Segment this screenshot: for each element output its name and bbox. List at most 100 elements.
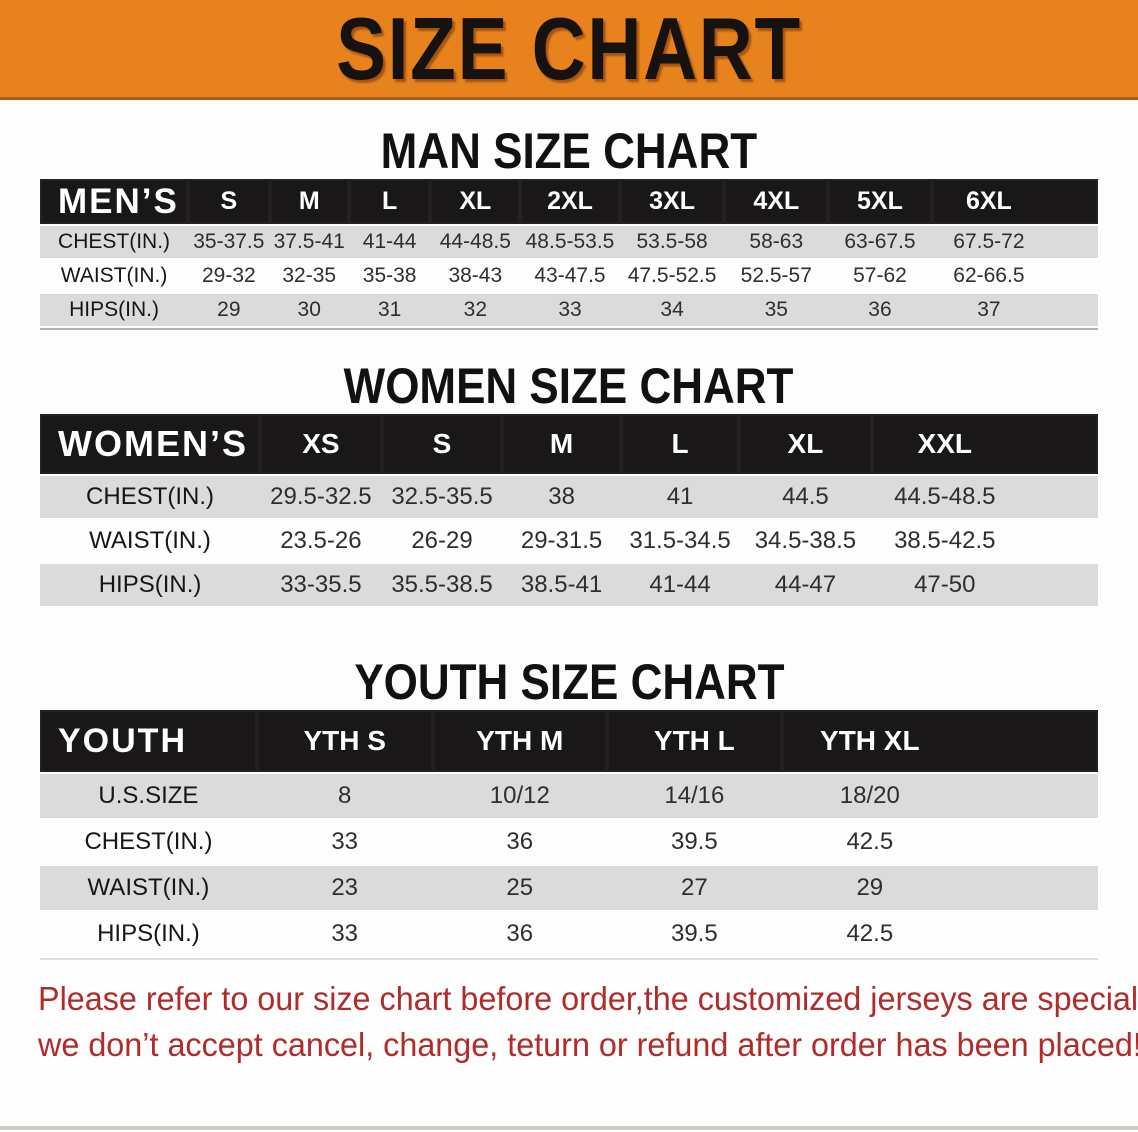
measurement-value: 36 [432,912,608,956]
disclaimer-line-2: we don’t accept cancel, change, teturn o… [38,1026,1138,1063]
size-column-header: L [348,179,431,224]
measurement-value: 32 [430,294,521,326]
size-header-row: MEN’S S M L XL 2XL 3XL 4XL 5XL 6XL [40,179,1098,224]
measurement-row: CHEST(IN.) 29.5-32.5 32.5-35.5 38 41 44.5 44.5… [40,476,1098,518]
measurement-value: 26-29 [381,520,503,562]
measurement-value: 33 [256,912,433,956]
measurement-value: 29 [781,866,1098,910]
measurement-row-label: WAIST(IN.) [40,260,189,292]
measurement-value: 32-35 [269,260,349,292]
bottom-edge-line [0,1126,1138,1130]
measurement-row: CHEST(IN.) 35-37.5 37.5-41 41-44 44-48.5 48.5… [40,226,1098,258]
measurement-row: WAIST(IN.) 23.5-26 26-29 29-31.5 31.5-34.5 34… [40,520,1098,562]
size-header-row: YOUTH YTH S YTH M YTH L YTH XL [40,710,1098,772]
size-header-row: WOMEN’S XS S M L XL XXL [40,414,1098,474]
measurement-row: HIPS(IN.) 29 30 31 32 33 34 35 36 37 [40,294,1098,326]
measurement-row: WAIST(IN.) 23 25 27 29 [40,866,1098,910]
table-group-label: MEN’S [40,179,189,224]
measurement-row-label: CHEST(IN.) [40,226,189,258]
measurement-value: 42.5 [781,820,1098,864]
measurement-row-label: WAIST(IN.) [40,520,261,562]
measurement-value: 25 [432,866,608,910]
youth-heading: YOUTH SIZE CHART [353,654,785,710]
measurement-value: 47.5-52.5 [619,260,725,292]
measurement-value: 8 [256,774,433,818]
measurement-value: 35-37.5 [188,226,270,258]
banner: SIZE CHART [0,0,1138,100]
measurement-value: 23 [256,866,433,910]
measurement-value: 35-38 [348,260,431,292]
men-size-table: MEN’S S M L XL 2XL 3XL 4XL 5XL 6XL CHEST(IN.) 35-37… [40,177,1098,330]
measurement-value: 36 [432,820,608,864]
measurement-value: 52.5-57 [724,260,829,292]
size-column-header: XXL [871,414,1098,474]
measurement-value: 37 [931,294,1098,326]
measurement-value: 35.5-38.5 [381,564,503,606]
measurement-value: 47-50 [871,564,1098,606]
measurement-value: 44-47 [739,564,872,606]
size-column-header: 6XL [931,179,1098,224]
measurement-value: 34 [619,294,725,326]
measurement-value: 44.5 [739,476,872,518]
measurement-row-label: HIPS(IN.) [40,294,189,326]
measurement-value: 18/20 [781,774,1098,818]
men-heading: MAN SIZE CHART [380,123,758,179]
size-column-header: XL [739,414,872,474]
size-column-header: M [502,414,621,474]
women-size-table: WOMEN’S XS S M L XL XXL CHEST(IN.) 29.5-32.5 32.5… [40,412,1098,608]
measurement-value: 23.5-26 [260,520,382,562]
measurement-value: 33-35.5 [260,564,382,606]
measurement-value: 29-32 [188,260,270,292]
measurement-value: 41 [620,476,740,518]
size-column-header: XS [260,414,382,474]
measurement-value: 38.5-41 [502,564,621,606]
measurement-row-label: HIPS(IN.) [40,912,257,956]
measurement-row: HIPS(IN.) 33 36 39.5 42.5 [40,912,1098,956]
measurement-value: 31.5-34.5 [620,520,740,562]
measurement-value: 37.5-41 [269,226,349,258]
measurement-row: WAIST(IN.) 29-32 32-35 35-38 38-43 43-47.5 47.… [40,260,1098,292]
measurement-value: 44-48.5 [430,226,521,258]
measurement-value: 31 [348,294,431,326]
measurement-row-label: U.S.SIZE [40,774,257,818]
measurement-value: 33 [256,820,433,864]
measurement-value: 29.5-32.5 [260,476,382,518]
measurement-row: CHEST(IN.) 33 36 39.5 42.5 [40,820,1098,864]
measurement-row-label: HIPS(IN.) [40,564,261,606]
measurement-row: HIPS(IN.) 33-35.5 35.5-38.5 38.5-41 41-44 44-… [40,564,1098,606]
measurement-value: 38 [502,476,621,518]
disclaimer-line-1: Please refer to our size chart before or… [38,980,1138,1017]
size-column-header: YTH XL [781,710,1098,772]
measurement-value: 34.5-38.5 [739,520,872,562]
size-column-header: L [620,414,740,474]
table-group-label: YOUTH [40,710,257,772]
measurement-value: 63-67.5 [828,226,932,258]
measurement-value: 62-66.5 [931,260,1098,292]
measurement-value: 67.5-72 [931,226,1098,258]
size-column-header: YTH M [432,710,608,772]
measurement-value: 58-63 [724,226,829,258]
measurement-row-label: CHEST(IN.) [40,820,257,864]
measurement-value: 39.5 [607,912,782,956]
size-column-header: M [269,179,349,224]
measurement-value: 48.5-53.5 [520,226,620,258]
size-column-header: 2XL [520,179,620,224]
youth-size-table: YOUTH YTH S YTH M YTH L YTH XL U.S.SIZE 8 10/12… [40,708,1098,960]
measurement-value: 41-44 [620,564,740,606]
measurement-value: 14/16 [607,774,782,818]
men-section: MAN SIZE CHART MEN’S S M L XL 2XL 3XL 4XL 5XL 6XL… [0,100,1138,330]
measurement-value: 30 [269,294,349,326]
measurement-value: 36 [828,294,932,326]
measurement-value: 29-31.5 [502,520,621,562]
measurement-value: 39.5 [607,820,782,864]
disclaimer: Please refer to our size chart before or… [0,976,1138,1068]
measurement-row: U.S.SIZE 8 10/12 14/16 18/20 [40,774,1098,818]
measurement-value: 42.5 [781,912,1098,956]
measurement-value: 35 [724,294,829,326]
table-group-label: WOMEN’S [40,414,261,474]
size-column-header: 3XL [619,179,725,224]
measurement-value: 33 [520,294,620,326]
measurement-value: 38-43 [430,260,521,292]
measurement-value: 41-44 [348,226,431,258]
